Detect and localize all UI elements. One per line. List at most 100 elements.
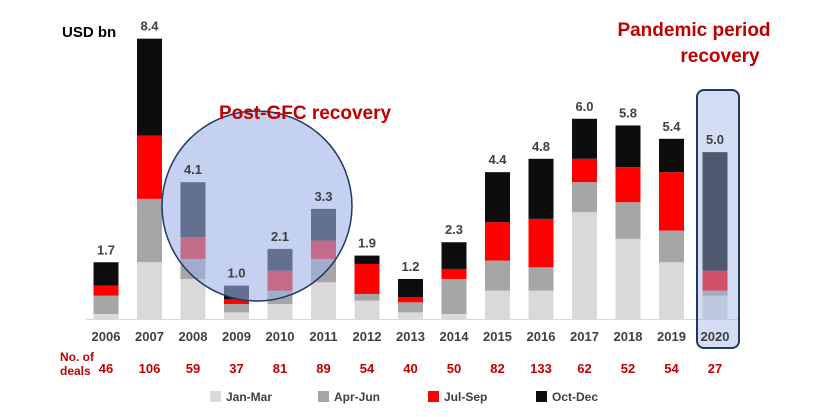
total-label-2015: 4.4: [488, 152, 507, 167]
bar-2015-apr-jun: [485, 260, 510, 291]
bar-2006-jul-sep: [93, 285, 119, 296]
bar-2017-oct-dec: [572, 118, 597, 159]
bar-2019-jul-sep: [659, 172, 684, 231]
bar-2007-oct-dec: [137, 38, 162, 136]
legend-label-oct-dec: Oct-Dec: [552, 390, 598, 404]
deals-count-2011: 89: [316, 361, 330, 376]
deals-count-2016: 133: [530, 361, 552, 376]
x-tick-2012: 2012: [353, 329, 382, 344]
x-tick-2018: 2018: [614, 329, 643, 344]
bar-2008-jan-mar: [180, 278, 206, 319]
bar-2014-oct-dec: [441, 242, 467, 269]
x-tick-2013: 2013: [396, 329, 425, 344]
x-tick-2019: 2019: [657, 329, 686, 344]
total-label-2009: 1.0: [227, 266, 245, 281]
bar-2016-jul-sep: [528, 218, 554, 268]
bar-2014-apr-jun: [441, 278, 467, 314]
deals-count-2012: 54: [360, 361, 375, 376]
bar-2019-jan-mar: [659, 262, 684, 319]
bar-2013-oct-dec: [398, 278, 423, 298]
total-label-2012: 1.9: [358, 236, 376, 251]
total-label-2007: 8.4: [140, 19, 159, 34]
bar-2017-apr-jun: [572, 182, 597, 213]
pandemic-annotation-line1: Pandemic period: [617, 20, 770, 41]
bar-2007-apr-jun: [137, 198, 162, 263]
bar-2018-jan-mar: [615, 238, 641, 319]
bar-2020-apr-jun: [702, 290, 728, 296]
bar-2019-apr-jun: [659, 230, 684, 263]
bar-2009-apr-jun: [224, 303, 249, 313]
bar-2015-oct-dec: [485, 172, 510, 223]
x-tick-2015: 2015: [483, 329, 512, 344]
bar-2013-jan-mar: [398, 312, 423, 319]
total-label-2018: 5.8: [619, 105, 637, 120]
bar-2007-jul-sep: [137, 135, 162, 199]
deals-count-2020: 27: [708, 361, 722, 376]
bar-2015-jan-mar: [485, 290, 510, 319]
total-label-2019: 5.4: [662, 119, 681, 134]
total-label-2016: 4.8: [532, 139, 550, 154]
bar-2017-jan-mar: [572, 212, 597, 319]
overlays-layer: [161, 89, 740, 349]
legend-label-jan-mar: Jan-Mar: [226, 390, 272, 404]
deals-count-2008: 59: [186, 361, 200, 376]
deals-count-2017: 62: [577, 361, 591, 376]
deals-count-2018: 52: [621, 361, 635, 376]
total-label-2017: 6.0: [575, 99, 593, 114]
bar-2018-apr-jun: [615, 202, 641, 239]
total-label-2013: 1.2: [401, 259, 419, 274]
x-tick-2020: 2020: [701, 329, 730, 344]
bar-2011-jan-mar: [311, 282, 336, 319]
bar-2020-jan-mar: [702, 295, 728, 319]
deals-count-2006: 46: [99, 361, 113, 376]
x-tick-2010: 2010: [266, 329, 295, 344]
x-tick-2014: 2014: [440, 329, 470, 344]
bar-2014-jan-mar: [441, 313, 467, 319]
x-tick-2017: 2017: [570, 329, 599, 344]
bar-2012-jan-mar: [354, 300, 380, 319]
bar-2013-apr-jun: [398, 302, 423, 313]
bar-2016-apr-jun: [528, 267, 554, 291]
bar-2018-oct-dec: [615, 125, 641, 168]
pandemic-annotation-line2: recovery: [680, 46, 760, 67]
bar-2018-jul-sep: [615, 167, 641, 203]
x-tick-2016: 2016: [527, 329, 556, 344]
x-tick-2008: 2008: [179, 329, 208, 344]
post-gfc-annotation: Post-GFC recovery: [219, 103, 392, 124]
bar-2006-oct-dec: [93, 262, 119, 286]
total-label-2006: 1.7: [97, 242, 115, 257]
deals-count-2015: 82: [490, 361, 504, 376]
legend-label-apr-jun: Apr-Jun: [334, 390, 380, 404]
legend-swatch-oct-dec: [536, 391, 547, 402]
legend-label-jul-sep: Jul-Sep: [444, 390, 487, 404]
bar-2012-jul-sep: [354, 263, 380, 294]
bar-2014-jul-sep: [441, 268, 467, 279]
total-label-2010: 2.1: [271, 229, 289, 244]
legend: Jan-Mar Apr-Jun Jul-Sep Oct-Dec: [210, 390, 598, 404]
bar-2006-apr-jun: [93, 295, 119, 314]
deals-count-2010: 81: [273, 361, 287, 376]
total-label-2011: 3.3: [314, 189, 332, 204]
total-label-2014: 2.3: [445, 222, 463, 237]
bar-2012-oct-dec: [354, 255, 380, 264]
legend-swatch-apr-jun: [318, 391, 329, 402]
bar-2009-jul-sep: [224, 298, 249, 304]
labels-layer: 1.7 2006 46 8.4 2007 106 4.1 2008 59 1.0 2009 37 2.1…: [92, 19, 730, 376]
deals-header-line2: deals: [60, 364, 91, 378]
unit-label: USD bn: [62, 24, 116, 41]
bar-2007-jan-mar: [137, 262, 162, 319]
bar-2013-jul-sep: [398, 297, 423, 303]
bar-2017-jul-sep: [572, 158, 597, 183]
bar-2019-oct-dec: [659, 138, 684, 173]
deals-count-2019: 54: [664, 361, 679, 376]
bar-2015-jul-sep: [485, 222, 510, 261]
bar-2020-oct-dec: [702, 152, 728, 271]
bar-2010-jan-mar: [267, 303, 293, 319]
total-label-2020: 5.0: [706, 132, 724, 147]
legend-swatch-jan-mar: [210, 391, 221, 402]
deals-header-line1: No. of: [60, 350, 95, 364]
x-tick-2009: 2009: [222, 329, 251, 344]
total-label-2008: 4.1: [184, 162, 202, 177]
legend-swatch-jul-sep: [428, 391, 439, 402]
